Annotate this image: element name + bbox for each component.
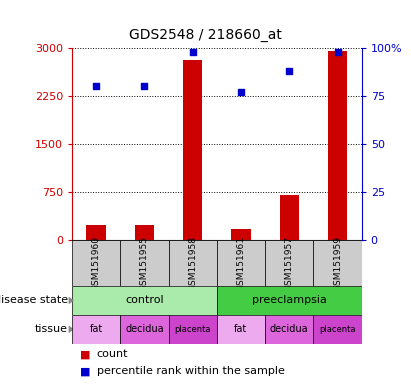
Bar <box>72 240 120 286</box>
Bar <box>183 60 202 240</box>
Text: preeclampsia: preeclampsia <box>252 295 327 306</box>
Text: placenta: placenta <box>174 325 211 334</box>
Text: GSM151955: GSM151955 <box>140 235 149 291</box>
Text: disease state: disease state <box>0 295 68 306</box>
Text: GSM151961: GSM151961 <box>236 235 245 291</box>
Bar <box>169 315 217 344</box>
Bar <box>120 240 169 286</box>
Bar <box>314 240 362 286</box>
Bar <box>72 286 217 315</box>
Text: GDS2548 / 218660_at: GDS2548 / 218660_at <box>129 28 282 41</box>
Point <box>238 89 244 95</box>
Point <box>189 49 196 55</box>
Text: GSM151959: GSM151959 <box>333 235 342 291</box>
Bar <box>86 225 106 240</box>
Text: fat: fat <box>234 324 247 334</box>
Bar <box>135 225 154 240</box>
Bar <box>314 315 362 344</box>
Bar <box>231 229 251 240</box>
Bar <box>328 51 347 240</box>
Text: percentile rank within the sample: percentile rank within the sample <box>97 366 284 376</box>
Bar <box>217 315 265 344</box>
Bar <box>217 240 265 286</box>
Text: GSM151957: GSM151957 <box>285 235 294 291</box>
Text: tissue: tissue <box>35 324 68 334</box>
Point <box>334 49 341 55</box>
Text: control: control <box>125 295 164 306</box>
Point <box>141 83 148 89</box>
Text: GSM151958: GSM151958 <box>188 235 197 291</box>
Text: ■: ■ <box>80 366 91 376</box>
Text: decidua: decidua <box>125 324 164 334</box>
Text: placenta: placenta <box>319 325 356 334</box>
Text: fat: fat <box>90 324 103 334</box>
Text: decidua: decidua <box>270 324 309 334</box>
Polygon shape <box>69 325 74 333</box>
Bar <box>217 286 362 315</box>
Text: GSM151960: GSM151960 <box>92 235 101 291</box>
Bar <box>169 240 217 286</box>
Text: count: count <box>97 349 128 359</box>
Point <box>286 68 293 74</box>
Bar <box>265 315 314 344</box>
Point <box>93 83 99 89</box>
Bar <box>120 315 169 344</box>
Bar <box>72 315 120 344</box>
Bar <box>265 240 314 286</box>
Polygon shape <box>69 296 74 304</box>
Bar <box>279 195 299 240</box>
Text: ■: ■ <box>80 349 91 359</box>
